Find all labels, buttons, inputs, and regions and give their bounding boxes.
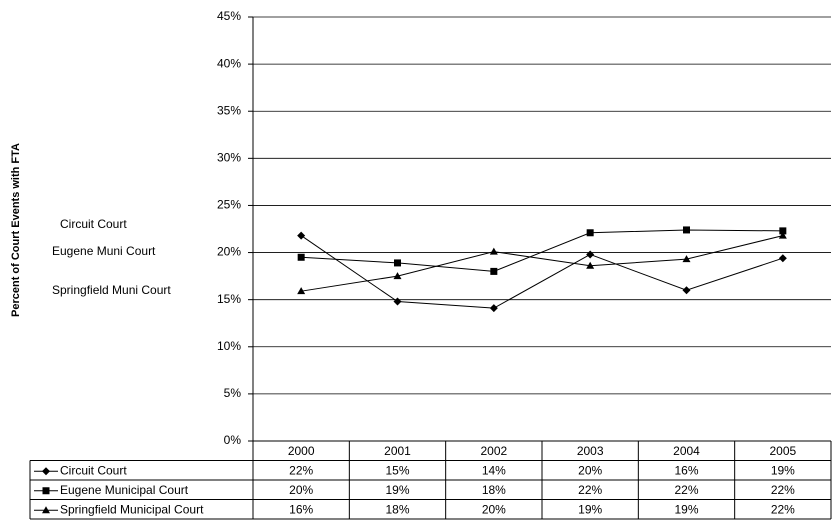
marker <box>778 231 787 239</box>
marker <box>489 247 498 255</box>
x-tick-label: 2002 <box>480 444 507 458</box>
legend-marker <box>42 467 50 476</box>
y-tick-label: 40% <box>217 56 241 70</box>
marker <box>682 286 691 295</box>
x-tick-label: 2000 <box>288 444 315 458</box>
value-label: 22% <box>289 463 313 477</box>
marker <box>393 272 402 280</box>
marker <box>297 253 305 261</box>
x-tick-label: 2004 <box>673 444 700 458</box>
marker <box>489 304 498 313</box>
marker <box>586 261 595 269</box>
marker <box>297 231 306 240</box>
marker <box>586 229 594 237</box>
y-tick-label: 0% <box>224 433 242 447</box>
annotation: Eugene Muni Court <box>52 244 156 258</box>
legend-marker <box>42 506 50 514</box>
series-line <box>301 235 783 292</box>
legend-label: Eugene Municipal Court <box>60 483 189 497</box>
annotation: Circuit Court <box>60 217 127 231</box>
marker <box>393 297 402 306</box>
y-tick-label: 25% <box>217 198 241 212</box>
value-label: 19% <box>385 483 409 497</box>
value-label: 19% <box>771 463 795 477</box>
value-label: 14% <box>482 463 506 477</box>
y-tick-label: 35% <box>217 103 241 117</box>
marker <box>683 226 690 234</box>
x-tick-label: 2001 <box>384 444 411 458</box>
y-tick-label: 10% <box>217 339 241 353</box>
series-line <box>300 235 783 309</box>
value-label: 16% <box>674 463 698 477</box>
y-axis-label: Percent of Court Events with FTA <box>10 143 22 317</box>
y-tick-label: 15% <box>217 292 241 306</box>
legend-marker <box>42 487 50 495</box>
value-label: 18% <box>482 483 506 497</box>
marker <box>779 227 787 235</box>
value-label: 22% <box>771 483 795 497</box>
marker <box>586 250 595 259</box>
value-label: 22% <box>578 483 602 497</box>
value-label: 19% <box>578 502 602 516</box>
x-tick-label: 2003 <box>577 444 604 458</box>
value-label: 22% <box>674 483 698 497</box>
marker <box>490 267 498 275</box>
value-label: 19% <box>674 502 698 516</box>
series-line <box>301 229 783 272</box>
value-label: 20% <box>482 502 506 516</box>
value-label: 20% <box>289 483 313 497</box>
y-tick-label: 20% <box>217 245 241 259</box>
y-tick-label: 45% <box>217 9 241 23</box>
y-tick-label: 5% <box>224 386 242 400</box>
marker <box>778 254 787 263</box>
value-label: 22% <box>771 502 795 516</box>
legend-label: Circuit Court <box>60 463 127 477</box>
marker <box>297 287 306 295</box>
marker <box>682 255 691 263</box>
value-label: 15% <box>385 463 409 477</box>
legend-label: Springfield Municipal Court <box>60 502 204 516</box>
value-label: 20% <box>578 463 602 477</box>
value-label: 18% <box>385 502 409 516</box>
y-tick-label: 30% <box>217 151 241 165</box>
annotation: Springfield Muni Court <box>52 283 171 297</box>
marker <box>394 259 401 267</box>
value-label: 16% <box>289 502 313 516</box>
x-tick-label: 2005 <box>769 444 796 458</box>
